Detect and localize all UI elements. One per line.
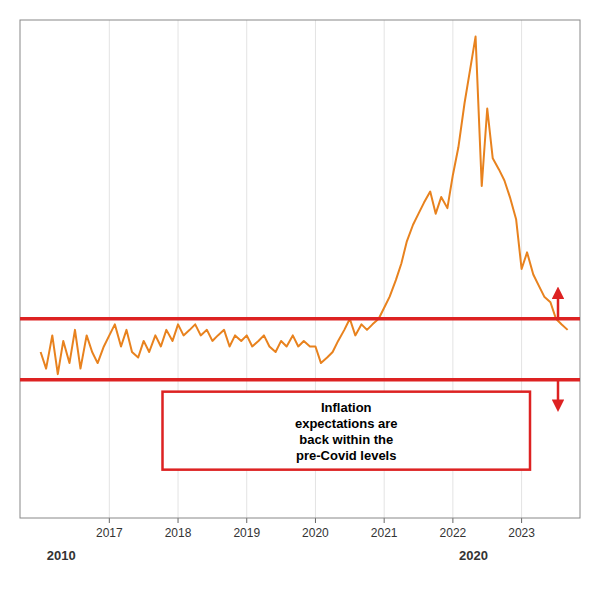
data-line: [41, 37, 568, 375]
tick-mark: [109, 518, 110, 523]
annotation-box: [163, 392, 531, 470]
tick-mark: [452, 518, 453, 523]
annotation-text: Inflationexpectations areback within the…: [295, 400, 398, 463]
reference-line: [20, 378, 580, 382]
axes: 2017 2018 2019 2020 2021 2022 2023: [20, 20, 580, 540]
group-label: 2010: [47, 548, 76, 563]
tick-label: 2019: [233, 526, 260, 540]
plot-frame: [20, 20, 580, 518]
reference-line: [20, 317, 580, 321]
tick-mark: [384, 518, 385, 523]
tick-mark: [315, 518, 316, 523]
tick-label: 2023: [508, 526, 535, 540]
group-label: 2020: [459, 548, 488, 563]
tick-mark: [521, 518, 522, 523]
annotation: Inflationexpectations areback within the…: [163, 392, 531, 470]
annotation-arrow: [557, 380, 560, 406]
tick-label: 2020: [302, 526, 329, 540]
annotation-line: pre-Covid levels: [296, 448, 396, 463]
plot-area: [20, 20, 580, 518]
tick-label: 2017: [96, 526, 123, 540]
data-area: [20, 37, 580, 380]
chart: 2017 2018 2019 2020 2021 2022 2023 2010 2020 Infl…: [0, 0, 600, 590]
tick-label: 2018: [165, 526, 192, 540]
tick-label: 2022: [440, 526, 467, 540]
tick-mark: [246, 518, 247, 523]
grid-line: [109, 20, 110, 518]
tick-label: 2021: [371, 526, 398, 540]
annotation-line: back within the: [299, 432, 393, 447]
annotation-arrow: [557, 293, 560, 319]
tick-mark: [178, 518, 179, 523]
annotation-line: Inflation: [321, 400, 372, 415]
annotation-line: expectations are: [295, 416, 398, 431]
